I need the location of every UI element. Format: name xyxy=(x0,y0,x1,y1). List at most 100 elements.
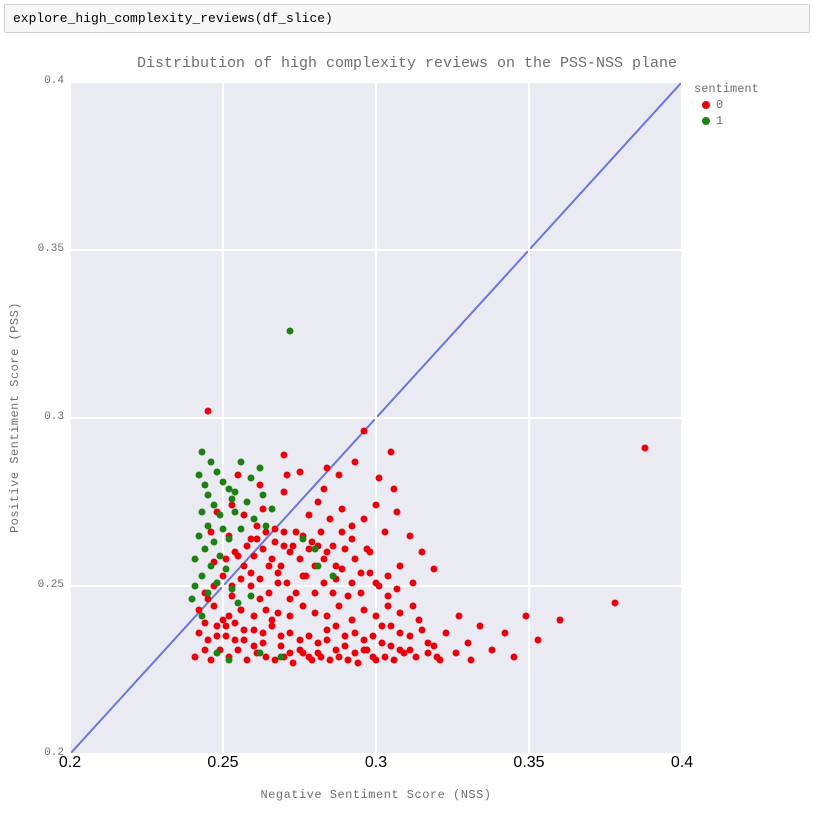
scatter-point xyxy=(204,636,211,643)
scatter-point xyxy=(216,512,223,519)
scatter-point xyxy=(226,535,233,542)
scatter-point xyxy=(320,556,327,563)
scatter-point xyxy=(391,656,398,663)
scatter-point xyxy=(339,566,346,573)
scatter-point xyxy=(290,542,297,549)
scatter-point xyxy=(275,569,282,576)
scatter-point xyxy=(431,566,438,573)
scatter-point xyxy=(281,529,288,536)
scatter-point xyxy=(299,603,306,610)
scatter-point xyxy=(437,656,444,663)
scatter-point xyxy=(348,522,355,529)
x-tick-label: 0.4 xyxy=(671,754,693,772)
scatter-point xyxy=(213,579,220,586)
scatter-point xyxy=(327,515,334,522)
scatter-point xyxy=(229,593,236,600)
scatter-point xyxy=(241,562,248,569)
scatter-point xyxy=(394,586,401,593)
scatter-point xyxy=(223,566,230,573)
scatter-point xyxy=(373,613,380,620)
scatter-point xyxy=(379,623,386,630)
scatter-point xyxy=(220,525,227,532)
scatter-point xyxy=(311,589,318,596)
scatter-point xyxy=(238,525,245,532)
plot-row: Positive Sentiment Score (PSS) 0.20.250.… xyxy=(4,82,810,754)
y-tick-label: 0.25 xyxy=(38,579,64,591)
scatter-point xyxy=(299,535,306,542)
scatter-point xyxy=(418,549,425,556)
scatter-point xyxy=(330,542,337,549)
scatter-point xyxy=(247,583,254,590)
scatter-point xyxy=(379,640,386,647)
scatter-point xyxy=(305,633,312,640)
chart-container: Distribution of high complexity reviews … xyxy=(4,41,810,802)
scatter-point xyxy=(464,640,471,647)
x-tick-label: 0.2 xyxy=(59,754,81,772)
scatter-point xyxy=(409,603,416,610)
scatter-point xyxy=(204,522,211,529)
legend-items: 01 xyxy=(694,98,759,128)
scatter-point xyxy=(207,458,214,465)
scatter-point xyxy=(345,656,352,663)
scatter-point xyxy=(308,656,315,663)
scatter-point xyxy=(311,609,318,616)
scatter-point xyxy=(256,465,263,472)
scatter-point xyxy=(275,579,282,586)
x-tick-label: 0.35 xyxy=(513,754,544,772)
scatter-point xyxy=(216,552,223,559)
scatter-point xyxy=(320,579,327,586)
scatter-point xyxy=(235,599,242,606)
scatter-point xyxy=(192,583,199,590)
gridline-h xyxy=(70,249,682,251)
scatter-point xyxy=(302,572,309,579)
scatter-point xyxy=(467,656,474,663)
scatter-point xyxy=(287,596,294,603)
scatter-point xyxy=(296,468,303,475)
scatter-point xyxy=(232,619,239,626)
scatter-point xyxy=(342,643,349,650)
scatter-point xyxy=(348,535,355,542)
scatter-point xyxy=(324,613,331,620)
scatter-point xyxy=(330,572,337,579)
scatter-point xyxy=(373,656,380,663)
scatter-point xyxy=(339,529,346,536)
scatter-point xyxy=(213,468,220,475)
scatter-point xyxy=(510,653,517,660)
scatter-point xyxy=(351,458,358,465)
scatter-point xyxy=(265,562,272,569)
scatter-point xyxy=(388,643,395,650)
scatter-point xyxy=(241,636,248,643)
scatter-point xyxy=(290,660,297,667)
scatter-point xyxy=(229,586,236,593)
scatter-point xyxy=(296,646,303,653)
scatter-point xyxy=(431,643,438,650)
scatter-point xyxy=(287,549,294,556)
scatter-point xyxy=(397,630,404,637)
scatter-point xyxy=(477,623,484,630)
scatter-point xyxy=(229,495,236,502)
gridline-h xyxy=(70,417,682,419)
chart-title: Distribution of high complexity reviews … xyxy=(4,41,810,82)
scatter-point xyxy=(247,569,254,576)
scatter-point xyxy=(204,492,211,499)
scatter-point xyxy=(272,539,279,546)
scatter-point xyxy=(317,529,324,536)
scatter-point xyxy=(324,626,331,633)
scatter-point xyxy=(342,546,349,553)
scatter-point xyxy=(198,613,205,620)
scatter-point xyxy=(241,626,248,633)
scatter-point xyxy=(235,472,242,479)
scatter-point xyxy=(213,633,220,640)
scatter-point xyxy=(357,569,364,576)
scatter-point xyxy=(324,549,331,556)
scatter-point xyxy=(232,509,239,516)
scatter-point xyxy=(360,515,367,522)
scatter-point xyxy=(220,478,227,485)
scatter-point xyxy=(238,606,245,613)
x-axis-block: 0.20.250.30.350.4 Negative Sentiment Sco… xyxy=(70,754,682,802)
scatter-point xyxy=(256,576,263,583)
scatter-point xyxy=(281,451,288,458)
scatter-point xyxy=(223,633,230,640)
x-axis-row: 0.20.250.30.350.4 Negative Sentiment Sco… xyxy=(4,754,810,802)
scatter-point xyxy=(259,492,266,499)
